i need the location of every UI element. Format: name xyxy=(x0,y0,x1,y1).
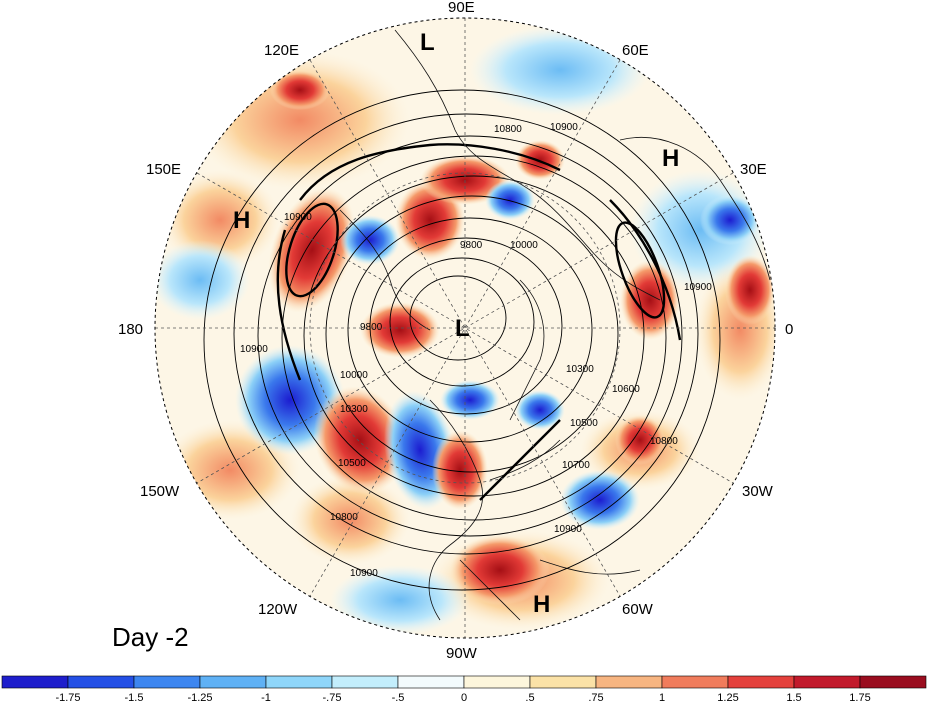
colorbar-tick-label: -1.5 xyxy=(125,692,144,702)
map-boundary xyxy=(154,17,776,639)
longitude-label-30e: 30E xyxy=(740,161,767,178)
height-contours xyxy=(203,89,721,591)
colorbar-swatch xyxy=(661,675,729,689)
colorbar-swatch xyxy=(793,675,861,689)
contour-label: 9800 xyxy=(460,240,483,251)
colorbar-tick-label: .75 xyxy=(588,692,603,702)
colorbar-swatch xyxy=(265,675,333,689)
contour-label: 10500 xyxy=(570,418,598,429)
contour-label: 10700 xyxy=(562,460,590,471)
colorbar-swatch xyxy=(859,675,927,689)
contour-value-labels: 10800 10900 9800 10000 9800 10000 10300 … xyxy=(240,122,712,579)
contour-label: 10900 xyxy=(554,524,582,535)
colorbar-tick-label: -1 xyxy=(261,692,271,702)
colorbar: -1.75 -1.5 -1.25 -1 -.75 -.5 0 .5 .75 1 1.25 1.5 1.7… xyxy=(1,675,927,702)
contour-label: 10900 xyxy=(684,282,712,293)
high-label-north-atlantic: H xyxy=(533,591,550,618)
longitude-label-120w: 120W xyxy=(258,601,298,618)
colorbar-tick-label: -.5 xyxy=(392,692,405,702)
longitude-label-60w: 60W xyxy=(622,601,654,618)
contour-label: 9800 xyxy=(360,322,383,333)
contour-label: 10000 xyxy=(510,240,538,251)
contour-label: 10300 xyxy=(566,364,594,375)
longitude-label-180: 180 xyxy=(118,321,143,338)
contour-label: 10800 xyxy=(650,436,678,447)
colorbar-swatch xyxy=(595,675,663,689)
contour-label: 10000 xyxy=(340,370,368,381)
contour-label: 10800 xyxy=(494,124,522,135)
colorbar-tick-label: 1.25 xyxy=(717,692,738,702)
longitude-label-0: 0 xyxy=(785,321,793,338)
panel-label: Day -2 xyxy=(112,622,189,652)
contour-label: 10900 xyxy=(350,568,378,579)
colorbar-tick-label: .5 xyxy=(525,692,534,702)
longitude-label-90e: 90E xyxy=(448,0,475,16)
colorbar-tick-label: -1.25 xyxy=(187,692,212,702)
colorbar-swatch xyxy=(67,675,135,689)
colorbar-tick-label: -1.75 xyxy=(55,692,80,702)
colorbar-tick-label: 1.5 xyxy=(786,692,801,702)
contour-label: 10800 xyxy=(330,512,358,523)
longitude-label-150e: 150E xyxy=(146,161,181,178)
colorbar-tick-label: 1.75 xyxy=(849,692,870,702)
contour-label: 10300 xyxy=(340,404,368,415)
low-label-pole: L xyxy=(455,315,470,342)
longitude-label-90w: 90W xyxy=(446,645,478,662)
colorbar-swatch xyxy=(529,675,597,689)
colorbar-swatch xyxy=(331,675,399,689)
longitude-label-60e: 60E xyxy=(622,42,649,59)
longitude-label-150w: 150W xyxy=(140,483,180,500)
contour-label: 10600 xyxy=(612,384,640,395)
longitude-labels: 90E 60E 30E 0 30W 60W 90W 120W 150W 180 … xyxy=(118,0,793,662)
colorbar-tick-label: 0 xyxy=(461,692,467,702)
colorbar-swatch xyxy=(397,675,465,689)
colorbar-swatch xyxy=(463,675,531,689)
contour-label: 10900 xyxy=(284,212,312,223)
graticule xyxy=(155,18,775,638)
colorbar-swatch xyxy=(1,675,69,689)
contour-label: 10500 xyxy=(338,458,366,469)
contour-label: 10900 xyxy=(550,122,578,133)
coastlines xyxy=(339,29,771,621)
anomaly-shading xyxy=(155,18,775,638)
colorbar-tick-label: 1 xyxy=(659,692,665,702)
contour-label: 10900 xyxy=(240,344,268,355)
longitude-label-120e: 120E xyxy=(264,42,299,59)
colorbar-swatch xyxy=(199,675,267,689)
high-label-asia: H xyxy=(662,145,679,172)
low-label-asia: L xyxy=(420,29,435,56)
high-label-west-pacific: H xyxy=(233,207,250,234)
colorbar-swatch xyxy=(133,675,201,689)
colorbar-tick-label: -.75 xyxy=(323,692,342,702)
longitude-label-30w: 30W xyxy=(742,483,774,500)
colorbar-swatch xyxy=(727,675,795,689)
